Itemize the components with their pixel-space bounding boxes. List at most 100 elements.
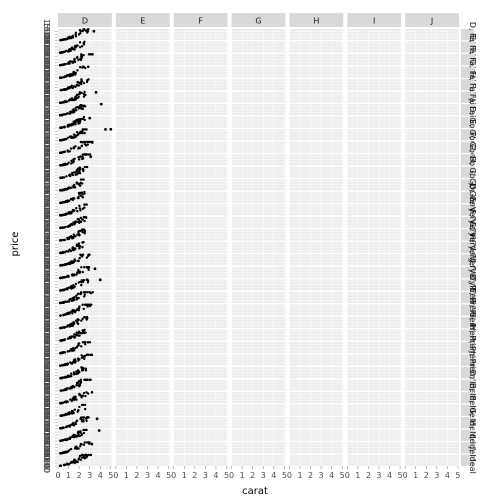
data-point [83,203,86,206]
data-point [78,119,81,123]
data-point [61,264,64,267]
data-point [66,112,69,115]
data-point [75,169,78,172]
x-tick-label: 2 [366,471,371,480]
y-tick-label: 10000 [42,209,51,234]
facet-panel [404,316,459,329]
y-tick-label: 0 [42,388,51,393]
data-point [82,53,85,57]
data-point [79,253,82,256]
y-tick-label: 15000 [42,344,51,369]
facet-row-label: J, Premium [468,350,477,394]
facet-panel [347,329,402,342]
facet-panel [347,29,402,41]
facet-panel [173,454,228,467]
facet-panel [347,204,402,216]
facet-panel [404,29,459,41]
facet-panel [404,404,459,417]
data-point [77,259,80,263]
data-point [74,421,77,424]
facet-panel [173,379,228,392]
x-tick-label: 1 [182,471,187,480]
data-point [59,38,62,42]
facet-panel [289,141,344,154]
y-tick-label: 5000 [42,65,51,85]
facet-row-strip [461,54,474,66]
facet-panel [173,429,228,442]
facet-row-label: F, Good [468,132,477,163]
data-point [82,128,86,131]
facet-panel [347,454,402,467]
facet-panel [289,41,344,54]
data-point [86,153,90,156]
facet-strip-label: H [313,17,319,26]
y-tick-label: 10000 [42,84,51,109]
data-point [88,116,92,120]
facet-panel [173,41,228,54]
data-point [79,181,82,184]
facet-panel [231,54,286,66]
data-point [70,310,73,313]
data-point [77,271,80,274]
data-point [67,99,71,102]
y-tick-label: 15000 [42,419,51,444]
data-point [77,191,81,195]
data-point [66,274,69,278]
data-point [68,112,71,115]
data-point [83,190,86,194]
data-point [93,267,97,271]
data-point [88,378,92,382]
facet-panel [173,291,228,304]
data-point [76,344,80,347]
data-point [70,287,73,290]
data-point [80,191,84,194]
facet-row-strip [461,291,474,304]
data-point [70,374,73,378]
facet-row-strip [461,104,474,116]
x-tick-label: 5 [282,471,287,480]
data-point [79,194,83,198]
scatter-series [59,328,87,342]
scatter-series [58,140,94,155]
facet-panel [115,29,170,41]
data-point [74,346,77,350]
data-point [82,228,86,231]
y-tick-label: 10000 [42,360,51,385]
x-tick-label: 1 [240,471,245,480]
y-tick-label: 10000 [42,109,51,134]
facet-panel [173,329,228,342]
facet-panel [231,417,286,429]
facet-panel [57,254,112,266]
x-tick-label: 5 [224,471,229,480]
data-point [80,291,83,294]
data-point [73,358,76,362]
data-point [75,333,78,336]
facet-panel [231,379,286,392]
facet-panel [115,229,170,241]
facet-row-label: F, Very Good [468,209,477,260]
data-point [84,453,87,457]
data-point [75,383,78,387]
data-point [73,373,76,376]
data-point [59,88,63,92]
facet-panel [173,104,228,116]
data-point [73,333,76,336]
data-point [63,88,66,91]
data-point [75,56,79,59]
data-point [62,413,66,417]
y-tick-label: 10000 [42,159,51,184]
y-tick-label: 0 [42,113,51,118]
data-point [67,212,71,215]
data-point [59,264,62,267]
facet-panel [347,116,402,129]
data-point [62,301,65,304]
facet-panel [404,392,459,404]
y-tick-label: 15000 [42,394,51,419]
data-point [77,33,81,36]
data-point [79,54,83,58]
facet-panel [347,266,402,279]
data-point [83,118,86,122]
facet-panel [173,316,228,329]
facet-row-label: I, Premium [468,339,477,382]
